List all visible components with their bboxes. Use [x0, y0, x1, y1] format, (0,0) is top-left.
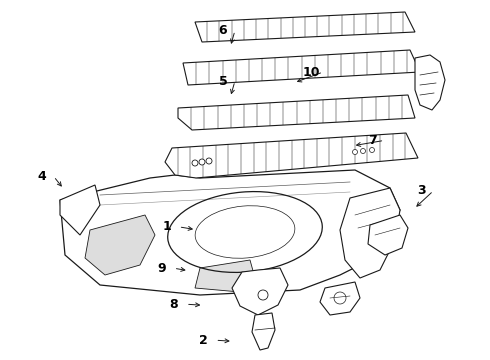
Polygon shape: [195, 260, 255, 292]
Polygon shape: [60, 185, 100, 235]
Polygon shape: [252, 313, 275, 350]
Polygon shape: [320, 282, 360, 315]
Text: 8: 8: [170, 298, 178, 311]
Text: 1: 1: [162, 220, 171, 233]
Polygon shape: [85, 215, 155, 275]
Polygon shape: [340, 188, 400, 278]
Circle shape: [206, 158, 212, 164]
Text: 7: 7: [368, 134, 377, 147]
Polygon shape: [232, 268, 288, 315]
Circle shape: [369, 148, 374, 153]
Text: 6: 6: [219, 24, 227, 37]
Polygon shape: [195, 12, 415, 42]
Text: 9: 9: [157, 262, 166, 275]
Text: 4: 4: [37, 170, 46, 183]
Polygon shape: [183, 50, 420, 85]
Text: 5: 5: [219, 75, 227, 87]
Text: 3: 3: [417, 184, 426, 197]
Circle shape: [352, 149, 358, 154]
Polygon shape: [368, 215, 408, 255]
Polygon shape: [415, 55, 445, 110]
Text: 10: 10: [302, 66, 320, 78]
Circle shape: [361, 149, 366, 153]
Circle shape: [199, 159, 205, 165]
Polygon shape: [165, 133, 418, 178]
Polygon shape: [60, 170, 400, 295]
Polygon shape: [178, 95, 415, 130]
Circle shape: [192, 160, 198, 166]
Text: 2: 2: [199, 334, 208, 347]
